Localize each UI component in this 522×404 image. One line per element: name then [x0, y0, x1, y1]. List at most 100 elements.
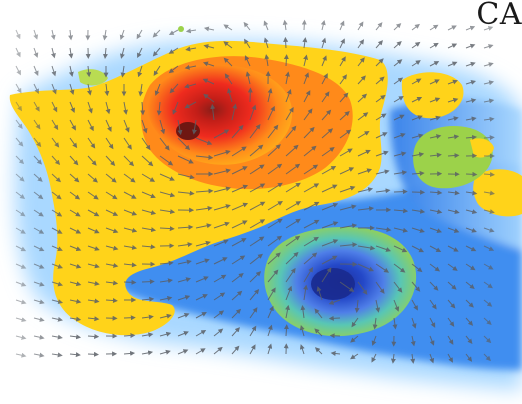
wind-vector-arrow: [411, 170, 425, 176]
wind-vector-arrow: [447, 335, 454, 345]
wind-vector-arrow: [140, 101, 146, 116]
wind-vector-arrow: [429, 353, 435, 364]
wind-vector-arrow: [303, 236, 319, 247]
wind-vector-arrow: [33, 227, 45, 234]
wind-vector-arrow: [87, 209, 100, 217]
wind-vector-arrow: [282, 19, 288, 31]
wind-vector-arrow: [411, 263, 423, 273]
wind-vector-arrow: [299, 324, 305, 337]
wind-vector-arrow: [33, 334, 45, 340]
wind-vector-arrow: [141, 119, 148, 134]
wind-vector-arrow: [429, 115, 441, 121]
wind-vector-arrow: [15, 173, 25, 182]
wind-vector-arrow: [15, 281, 27, 287]
wind-vector-arrow: [429, 245, 442, 253]
wind-vector-arrow: [123, 101, 128, 115]
wind-vector-arrow: [141, 296, 155, 302]
wind-vector-arrow: [447, 25, 457, 31]
wind-vector-arrow: [172, 101, 179, 115]
wind-vector-arrow: [321, 147, 335, 157]
wind-vector-arrow: [245, 71, 251, 85]
wind-vector-arrow: [231, 220, 248, 229]
wind-vector-arrow: [33, 47, 39, 58]
wind-vector-arrow: [267, 324, 273, 337]
wind-vector-arrow: [15, 317, 27, 323]
wind-vector-arrow: [357, 93, 368, 103]
wind-vector-arrow: [393, 208, 409, 214]
wind-vector-arrow: [15, 263, 27, 269]
wind-vector-arrow: [321, 202, 339, 211]
wind-vector-arrow: [283, 324, 289, 337]
wind-vector-arrow: [285, 182, 301, 193]
wind-vector-arrow: [210, 103, 216, 121]
wind-vector-arrow: [447, 209, 460, 215]
wind-vector-arrow: [339, 20, 345, 31]
wind-vector-arrow: [138, 83, 144, 97]
wind-vector-arrow: [301, 19, 307, 31]
wind-vector-arrow: [303, 164, 319, 175]
wind-vector-arrow: [105, 209, 119, 216]
wind-vector-arrow: [375, 281, 385, 294]
wind-vector-arrow: [15, 352, 27, 358]
wind-vector-arrow: [429, 209, 443, 215]
wind-vector-arrow: [393, 281, 403, 293]
wind-vector-arrow: [465, 190, 478, 196]
wind-vector-arrow: [33, 299, 45, 305]
wind-vector-arrow: [357, 168, 373, 175]
wind-vector-arrow: [152, 29, 161, 38]
wind-vector-arrow: [51, 119, 59, 131]
wind-vector-arrow: [429, 24, 439, 31]
wind-vector-arrow: [33, 119, 41, 130]
wind-vector-arrow: [105, 280, 119, 286]
wind-vector-arrow: [330, 351, 341, 356]
wind-vector-arrow: [371, 335, 377, 346]
wind-vector-arrow: [153, 65, 161, 76]
wind-vector-arrow: [177, 313, 190, 319]
wind-vector-arrow: [357, 149, 371, 157]
wind-vector-arrow: [51, 173, 62, 183]
wind-vector-arrow: [152, 47, 161, 57]
wind-vector-arrow: [87, 227, 100, 234]
wind-vector-arrow: [339, 74, 347, 85]
wind-vector-arrow: [69, 137, 78, 149]
wind-vector-arrow: [393, 77, 404, 85]
wind-vector-arrow: [213, 239, 229, 247]
wind-vector-arrow: [447, 134, 460, 140]
scatter-dot: [178, 26, 184, 32]
wind-vector-arrow: [393, 245, 408, 253]
wind-vector-arrow: [465, 335, 473, 344]
wind-vector-arrow: [69, 227, 82, 234]
wind-vector-arrow: [87, 83, 92, 96]
wind-vector-arrow: [267, 182, 283, 193]
wind-vector-arrow: [123, 350, 136, 356]
wind-vector-arrow: [159, 173, 175, 181]
wind-vector-arrow: [141, 279, 155, 285]
wind-vector-arrow: [393, 114, 405, 121]
wind-vector-arrow: [213, 292, 226, 301]
wind-vector-arrow: [429, 281, 439, 291]
wind-vector-arrow: [87, 173, 98, 183]
wind-vector-arrow: [267, 144, 281, 157]
wind-vector-arrow: [321, 184, 338, 193]
wind-vector-arrow: [410, 335, 416, 347]
wind-vector-arrow: [483, 227, 495, 233]
wind-vector-arrow: [483, 26, 494, 31]
wind-vector-arrow: [231, 146, 247, 157]
wind-vector-arrow: [465, 134, 477, 140]
wind-vector-arrow: [375, 58, 384, 67]
wind-vector-arrow: [285, 163, 301, 175]
wind-vector-arrow: [51, 65, 57, 77]
wind-vector-arrow: [300, 305, 306, 319]
wind-vector-arrow: [69, 263, 82, 269]
wind-vector-arrow: [316, 286, 323, 301]
wind-vector-arrow: [159, 119, 166, 135]
wind-vector-arrow: [375, 169, 390, 175]
wind-vector-arrow: [267, 305, 274, 319]
wind-vector-arrow: [249, 307, 258, 319]
wind-vector-arrow: [51, 47, 56, 59]
wind-vector-arrow: [213, 129, 230, 139]
wind-vector-arrow: [231, 327, 241, 337]
wind-vector-arrow: [285, 71, 290, 85]
wind-vector-arrow: [320, 19, 326, 31]
wind-vector-arrow: [227, 88, 233, 103]
